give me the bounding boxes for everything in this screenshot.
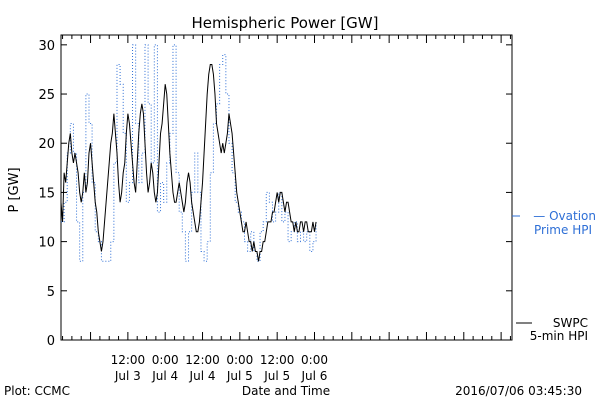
y-tick-label: 5 — [47, 285, 55, 300]
footer-credit: Plot: CCMC — [4, 384, 70, 398]
x-tick-time-label: 12:00 — [111, 353, 146, 367]
legend-swpc-label: SWPC — [553, 316, 588, 330]
footer-timestamp: 2016/07/06 03:45:30 — [455, 384, 582, 398]
x-tick-date-label: Jul 6 — [301, 369, 328, 383]
y-tick-label: 20 — [38, 137, 55, 152]
y-tick-label: 0 — [47, 334, 55, 349]
y-axis-label: P [GW] — [7, 167, 22, 212]
y-tick-label: 30 — [38, 39, 55, 54]
x-tick-time-label: 0:00 — [301, 353, 328, 367]
legend-ovation-label-line2: Prime HPI — [534, 223, 592, 237]
x-tick-time-label: 12:00 — [260, 353, 295, 367]
y-tick-label: 25 — [38, 88, 55, 103]
x-tick-time-label: 0:00 — [152, 353, 179, 367]
series-ovation-prime-hpi — [61, 44, 317, 262]
x-tick-date-label: Jul 5 — [263, 369, 290, 383]
x-tick-date-label: Jul 4 — [189, 369, 216, 383]
x-axis-label: Date and Time — [242, 384, 330, 398]
series-layer — [60, 44, 317, 262]
y-tick-label: 10 — [38, 236, 55, 251]
x-tick-date-label: Jul 4 — [151, 369, 178, 383]
y-tick-label: 15 — [38, 186, 55, 201]
y-ticks: 0 5 10 15 20 25 30 — [38, 39, 512, 349]
legend-ovation-label: — Ovation — [533, 209, 596, 223]
x-ticks: 12:00 Jul 3 0:00 Jul 4 12:00 Jul 4 0:00 Jul 5 12… — [62, 35, 511, 383]
legend-swpc-label-line2: 5-min HPI — [530, 329, 588, 343]
x-tick-time-label: 0:00 — [226, 353, 253, 367]
series-swpc-5min-hpi — [60, 64, 317, 262]
plot-frame — [60, 34, 513, 341]
chart-title: Hemispheric Power [GW] — [192, 14, 379, 32]
x-tick-date-label: Jul 5 — [226, 369, 253, 383]
x-tick-date-label: Jul 3 — [114, 369, 141, 383]
x-tick-time-label: 12:00 — [185, 353, 220, 367]
